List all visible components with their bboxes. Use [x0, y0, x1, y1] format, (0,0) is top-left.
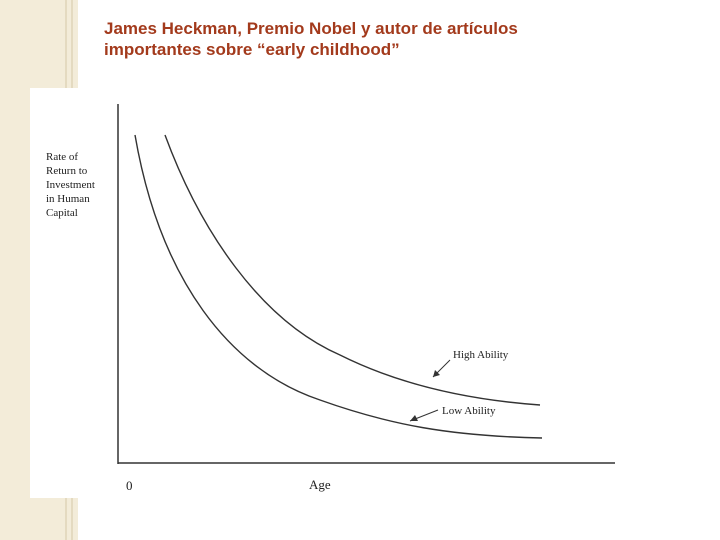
y-label-line: Investment [46, 179, 95, 191]
arrow-head [410, 415, 418, 421]
y-label-line: Capital [46, 207, 78, 219]
title-line: James Heckman, Premio Nobel y autor de a… [104, 19, 518, 38]
y-label-line: Rate of [46, 151, 78, 163]
origin-label: 0 [126, 478, 133, 493]
arrow-head [433, 370, 440, 377]
slide-title: James Heckman, Premio Nobel y autor de a… [104, 18, 518, 60]
curve-label: Low Ability [442, 405, 496, 417]
curve-label: High Ability [453, 349, 509, 361]
high-ability-curve [164, 134, 541, 406]
x-label: Age [309, 477, 331, 492]
title-line: importantes sobre “early childhood” [104, 40, 400, 59]
y-label-line: Return to [46, 165, 88, 177]
y-label-line: in Human [46, 193, 90, 205]
figure-area [30, 88, 615, 498]
low-ability-curve [134, 134, 543, 439]
